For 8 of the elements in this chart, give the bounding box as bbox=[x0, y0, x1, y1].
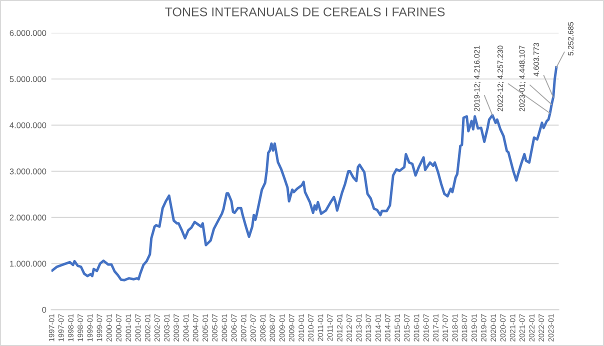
y-tick-label: 1.000.000 bbox=[10, 260, 46, 267]
y-tick-label: 4.000.000 bbox=[10, 122, 46, 128]
y-tick-label: 0 bbox=[42, 306, 46, 313]
y-tick-label: 5.000.000 bbox=[10, 76, 46, 82]
y-tick-label: 3.000.000 bbox=[10, 168, 46, 174]
y-tick-label: 6.000.000 bbox=[10, 30, 46, 36]
chart-title: TONES INTERANUALS DE CEREALS I FARINES bbox=[165, 7, 445, 16]
y-tick-label: 2.000.000 bbox=[10, 214, 46, 221]
